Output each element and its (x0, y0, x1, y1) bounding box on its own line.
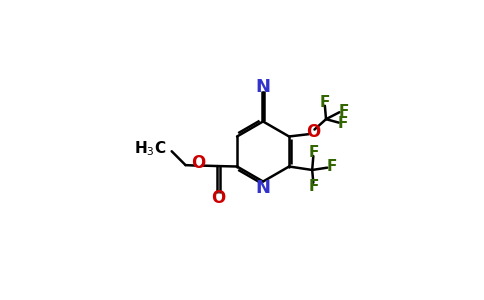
Text: N: N (256, 78, 271, 96)
Text: H$_3$C: H$_3$C (134, 139, 166, 158)
Text: F: F (327, 160, 337, 175)
Text: F: F (338, 103, 349, 118)
Text: F: F (308, 145, 318, 160)
Text: F: F (308, 179, 318, 194)
Text: N: N (256, 179, 271, 197)
Text: F: F (320, 94, 330, 110)
Text: O: O (211, 189, 225, 207)
Text: O: O (306, 123, 320, 141)
Text: O: O (191, 154, 206, 172)
Text: F: F (338, 116, 348, 131)
